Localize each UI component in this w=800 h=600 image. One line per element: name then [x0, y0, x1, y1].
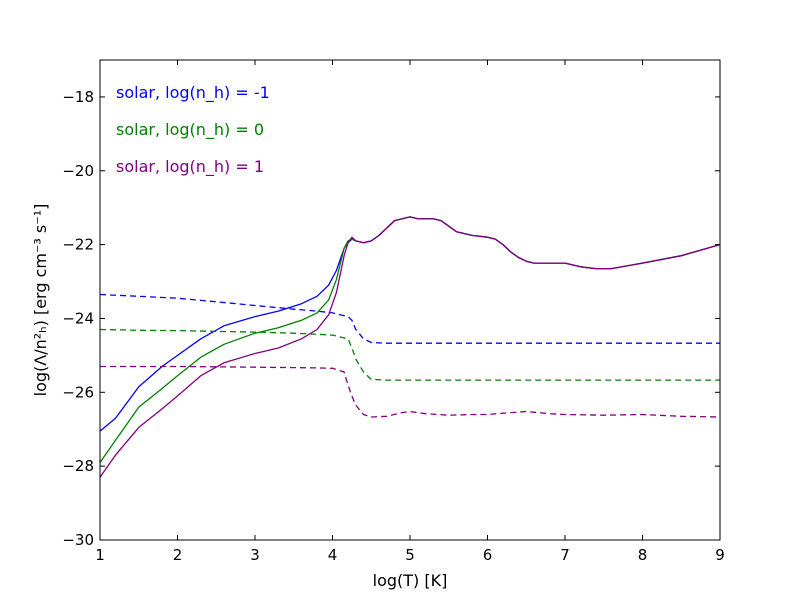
- ticks-layer: 1 2 3 4 5 6 7 8 9 −30 −28 −26 −24 −22 −20 −18: [62, 60, 725, 564]
- y-axis-label: log(Λ/n²ₕ) [erg cm⁻³ s⁻¹]: [31, 204, 50, 397]
- series-line-4-dashed: [100, 293, 720, 344]
- y-tick-label: −22: [62, 236, 94, 254]
- legend-entry-2: solar, log(n_h) = 0: [116, 120, 264, 140]
- series-line-5-dashed: [100, 328, 720, 381]
- x-axis-label: log(T) [K]: [373, 571, 448, 590]
- series-line-3-solid: [100, 216, 720, 478]
- x-tick-label: 1: [95, 546, 105, 564]
- y-tick-label: −30: [62, 531, 94, 549]
- legend: solar, log(n_h) = -1 solar, log(n_h) = 0 s…: [116, 83, 270, 177]
- x-tick-label: 3: [250, 546, 260, 564]
- series-layer: [100, 216, 720, 478]
- x-tick-label: 6: [483, 546, 493, 564]
- y-tick-label: −24: [62, 309, 94, 327]
- legend-entry-3: solar, log(n_h) = 1: [116, 157, 264, 177]
- series-line-6-dashed: [100, 365, 720, 418]
- x-tick-label: 7: [560, 546, 570, 564]
- y-tick-label: −26: [62, 383, 94, 401]
- y-tick-label: −20: [62, 162, 94, 180]
- x-tick-label: 8: [638, 546, 648, 564]
- legend-entry-1: solar, log(n_h) = -1: [116, 83, 270, 103]
- y-tick-label: −18: [62, 88, 94, 106]
- x-tick-label: 5: [405, 546, 415, 564]
- x-tick-label: 2: [173, 546, 183, 564]
- y-tick-label: −28: [62, 457, 94, 475]
- x-tick-label: 4: [328, 546, 338, 564]
- x-tick-label: 9: [715, 546, 725, 564]
